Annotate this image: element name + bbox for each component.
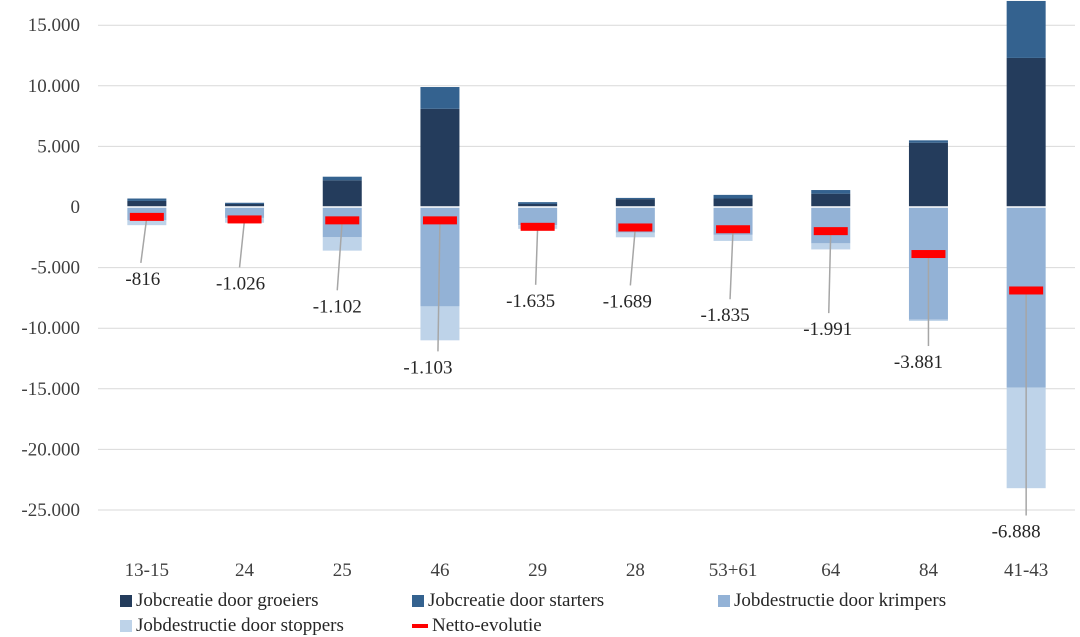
gridlines xyxy=(98,24,1075,511)
net-marker xyxy=(813,227,848,236)
net-data-label: -1.991 xyxy=(803,319,852,340)
bar-creation-segment xyxy=(908,142,948,207)
y-tick-label: -20.000 xyxy=(21,439,80,460)
x-tick-label: 41-43 xyxy=(1004,560,1048,581)
net-data-label: -1.026 xyxy=(216,273,265,294)
bar-creation-segment xyxy=(518,203,558,207)
y-tick-label: 0 xyxy=(71,197,81,218)
net-data-label: -1.689 xyxy=(603,291,652,312)
bar-creation-segment xyxy=(225,203,265,207)
y-tick-label: 10.000 xyxy=(28,76,80,97)
net-leader-line xyxy=(534,226,539,285)
bar-destruction-segment xyxy=(127,220,167,226)
leader-lines xyxy=(140,216,1027,516)
net-marker xyxy=(1009,286,1044,295)
legend-swatch-groeiers xyxy=(120,595,132,607)
net-leader-line xyxy=(437,220,441,352)
bar-creation-segment xyxy=(518,202,558,204)
y-tick-label: 15.000 xyxy=(28,15,80,36)
legend: Jobcreatie door groeiers Jobcreatie door… xyxy=(120,590,1060,637)
net-leader-line xyxy=(629,227,637,286)
legend-label-krimpers: Jobdestructie door krimpers xyxy=(734,590,947,611)
x-tick-label: 46 xyxy=(430,560,449,581)
legend-swatch-netto xyxy=(412,624,428,628)
y-tick-label: 5.000 xyxy=(37,136,80,157)
bar-destruction-segment xyxy=(420,306,460,341)
legend-item-krimpers: Jobdestructie door krimpers xyxy=(718,590,946,612)
x-tick-label: 28 xyxy=(626,560,645,581)
net-marker xyxy=(911,250,946,259)
net-marker xyxy=(227,215,262,224)
net-marker xyxy=(325,216,360,225)
net-markers xyxy=(129,212,1044,295)
legend-swatch-starters xyxy=(412,595,424,607)
x-tick-label: 64 xyxy=(821,560,841,581)
bar-creation-segment xyxy=(127,200,167,207)
net-marker xyxy=(422,216,457,225)
legend-label-starters: Jobcreatie door starters xyxy=(428,590,605,611)
bar-destruction-segment xyxy=(518,207,558,226)
bar-creation-segment xyxy=(322,180,362,207)
bar-creation-segment xyxy=(1006,57,1046,208)
bars xyxy=(127,0,1046,489)
x-tick-label: 29 xyxy=(528,560,547,581)
chart: 15.000 10.000 5.000 0 -5.000 -10.000 -15.000 -2… xyxy=(21,0,1075,581)
net-leader-line xyxy=(828,231,832,314)
bar-creation-segment xyxy=(127,198,167,201)
net-data-label: -3.881 xyxy=(894,352,943,373)
legend-item-stoppers: Jobdestructie door stoppers xyxy=(120,615,344,637)
net-marker xyxy=(129,212,164,221)
legend-label-netto: Netto-evolutie xyxy=(432,615,542,636)
legend-item-starters: Jobcreatie door starters xyxy=(412,590,604,612)
bar-destruction-segment xyxy=(322,237,362,251)
bar-creation-segment xyxy=(322,176,362,181)
x-tick-label: 24 xyxy=(235,560,255,581)
bar-creation-segment xyxy=(615,199,655,207)
net-data-label: -1.835 xyxy=(701,305,750,326)
x-tick-label: 25 xyxy=(333,560,352,581)
bar-creation-segment xyxy=(420,108,460,207)
bar-creation-segment xyxy=(811,190,851,194)
bar-creation-segment xyxy=(615,197,655,200)
net-data-label: -1.102 xyxy=(313,296,362,317)
y-tick-label: -10.000 xyxy=(21,318,80,339)
x-tick-label: 53+61 xyxy=(709,560,758,581)
net-leader-line xyxy=(140,216,148,263)
bar-creation-segment xyxy=(713,198,753,207)
bar-creation-segment xyxy=(713,194,753,199)
net-marker xyxy=(520,222,555,231)
y-tick-label: -25.000 xyxy=(21,500,80,521)
net-marker xyxy=(716,225,751,234)
bar-creation-segment xyxy=(908,140,948,143)
net-data-label: -1.635 xyxy=(506,291,555,312)
bar-creation-segment xyxy=(420,87,460,109)
legend-item-groeiers: Jobcreatie door groeiers xyxy=(120,590,319,612)
bar-creation-segment xyxy=(225,202,265,204)
x-tick-label: 84 xyxy=(919,560,939,581)
net-marker xyxy=(618,223,653,232)
legend-label-stoppers: Jobdestructie door stoppers xyxy=(136,615,344,636)
bar-creation-segment xyxy=(811,193,851,207)
x-axis: 13-15 24 25 46 29 28 53+61 64 84 41-43 xyxy=(125,560,1049,581)
legend-label-groeiers: Jobcreatie door groeiers xyxy=(136,590,319,611)
net-data-label: -6.888 xyxy=(992,521,1041,542)
y-tick-label: -5.000 xyxy=(31,258,80,279)
legend-swatch-stoppers xyxy=(120,620,132,632)
y-tick-label: -15.000 xyxy=(21,379,80,400)
legend-swatch-krimpers xyxy=(718,595,730,607)
bar-creation-segment xyxy=(1006,0,1046,58)
net-leader-line xyxy=(238,219,246,268)
net-labels: -816 -1.026 -1.102 -1.103 -1.635 -1.689 -1.835… xyxy=(125,269,1040,543)
legend-item-netto: Netto-evolutie xyxy=(412,615,542,637)
net-leader-line xyxy=(729,229,734,300)
x-tick-label: 13-15 xyxy=(125,560,169,581)
bar-destruction-segment xyxy=(225,207,265,218)
net-leader-line xyxy=(336,220,343,291)
net-data-label: -816 xyxy=(125,269,160,290)
net-data-label: -1.103 xyxy=(403,357,452,378)
y-axis: 15.000 10.000 5.000 0 -5.000 -10.000 -15.000 -2… xyxy=(21,15,80,521)
